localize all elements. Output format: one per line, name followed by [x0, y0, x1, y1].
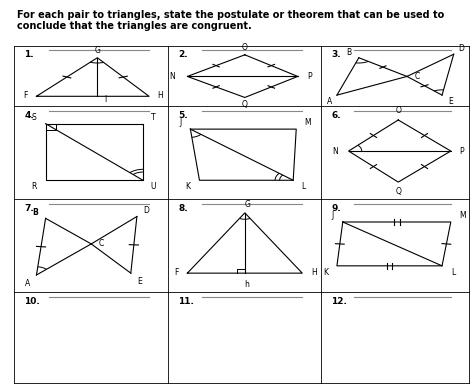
Text: P: P: [307, 72, 311, 81]
Text: L: L: [301, 182, 305, 191]
Text: 9.: 9.: [331, 204, 341, 213]
Text: conclude that the triangles are congruent.: conclude that the triangles are congruen…: [17, 21, 251, 31]
Text: U: U: [151, 182, 156, 191]
Text: M: M: [460, 211, 466, 220]
Text: L: L: [451, 268, 455, 277]
Text: N: N: [333, 147, 338, 156]
Text: 2.: 2.: [178, 50, 188, 58]
Text: 6.: 6.: [331, 111, 341, 120]
Text: O: O: [395, 106, 401, 115]
Text: 10.: 10.: [24, 296, 40, 305]
Text: J: J: [332, 211, 334, 220]
Text: H: H: [311, 268, 317, 277]
Text: B: B: [32, 207, 38, 216]
Text: 4.: 4.: [24, 111, 34, 120]
Text: M: M: [304, 118, 310, 127]
Text: 11.: 11.: [178, 296, 194, 305]
Text: 1.: 1.: [24, 50, 34, 58]
Text: H: H: [157, 91, 163, 99]
Text: I: I: [104, 95, 106, 104]
Text: E: E: [137, 277, 142, 286]
Text: C: C: [414, 72, 419, 81]
Text: R: R: [31, 182, 36, 191]
Text: F: F: [24, 91, 28, 99]
Text: J: J: [179, 118, 182, 127]
Text: P: P: [460, 147, 464, 156]
Text: G: G: [245, 200, 251, 209]
Text: Q: Q: [242, 100, 248, 110]
Text: K: K: [323, 268, 328, 277]
Text: 3.: 3.: [331, 50, 341, 58]
Text: G: G: [94, 46, 100, 55]
Text: C: C: [99, 240, 104, 248]
Text: 5.: 5.: [178, 111, 188, 120]
Text: D: D: [458, 44, 464, 53]
Text: A: A: [327, 98, 333, 106]
Text: B: B: [346, 48, 352, 57]
Text: F: F: [174, 268, 178, 277]
Text: 7.: 7.: [24, 204, 34, 213]
Text: For each pair to triangles, state the postulate or theorem that can be used to: For each pair to triangles, state the po…: [17, 10, 444, 20]
Text: S: S: [32, 113, 36, 122]
Text: D: D: [143, 206, 149, 215]
Text: K: K: [185, 182, 191, 191]
Text: 8.: 8.: [178, 204, 188, 213]
Text: T: T: [151, 113, 155, 122]
Text: Q: Q: [395, 187, 401, 196]
Text: h: h: [244, 279, 249, 289]
Text: 12.: 12.: [331, 296, 347, 305]
Text: E: E: [448, 98, 453, 106]
Text: O: O: [242, 43, 248, 52]
Text: N: N: [170, 72, 175, 81]
Text: A: A: [25, 279, 30, 288]
